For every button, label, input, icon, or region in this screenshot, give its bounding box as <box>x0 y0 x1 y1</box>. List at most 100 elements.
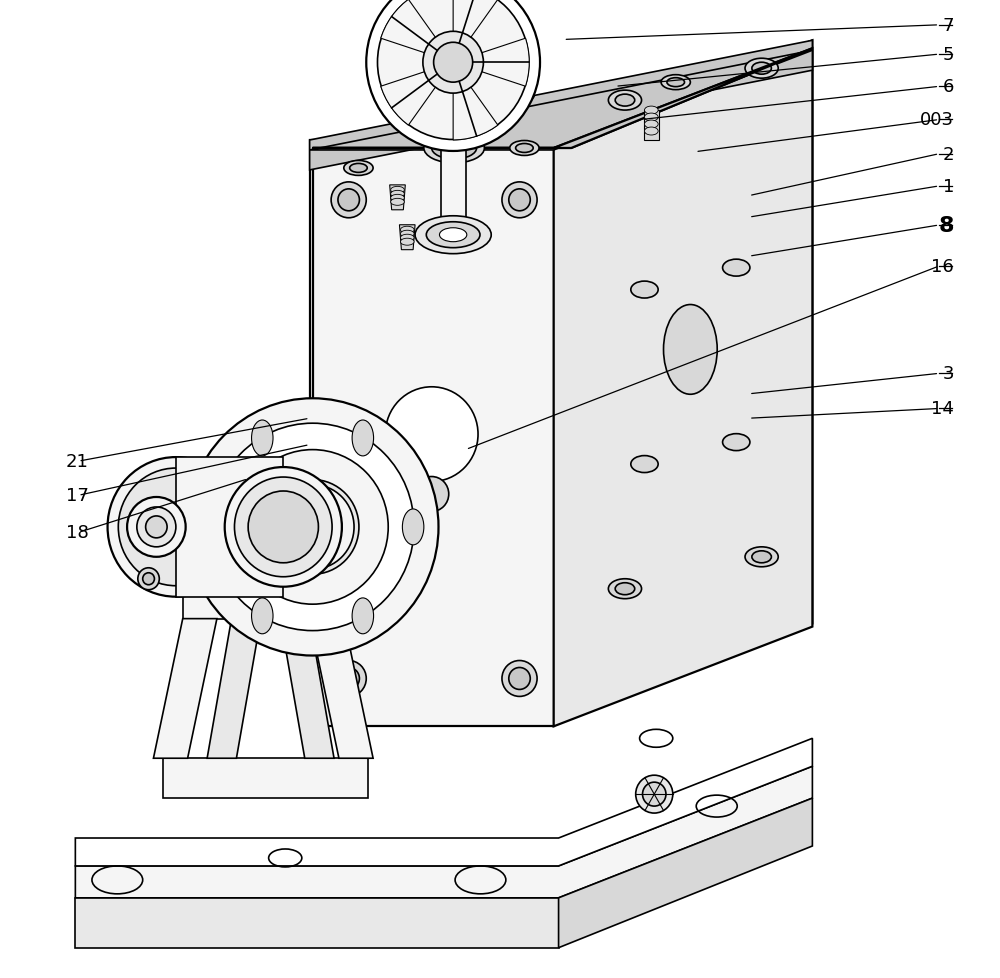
Ellipse shape <box>631 282 658 298</box>
Polygon shape <box>381 64 453 126</box>
Text: 5: 5 <box>942 46 954 64</box>
Polygon shape <box>441 149 466 231</box>
Ellipse shape <box>745 548 778 567</box>
Ellipse shape <box>118 468 233 586</box>
Text: 7: 7 <box>942 17 954 35</box>
Ellipse shape <box>424 134 484 163</box>
Ellipse shape <box>439 229 467 243</box>
Ellipse shape <box>391 196 404 202</box>
Ellipse shape <box>644 107 658 115</box>
Ellipse shape <box>352 421 374 457</box>
Polygon shape <box>75 767 812 898</box>
Ellipse shape <box>377 0 529 141</box>
Ellipse shape <box>237 450 388 604</box>
Polygon shape <box>559 798 812 948</box>
Text: 3: 3 <box>942 365 954 383</box>
Ellipse shape <box>615 583 635 595</box>
Ellipse shape <box>252 421 273 457</box>
Polygon shape <box>149 508 313 548</box>
Ellipse shape <box>385 387 478 482</box>
Ellipse shape <box>723 434 750 451</box>
Polygon shape <box>390 186 405 210</box>
Ellipse shape <box>644 121 658 129</box>
Ellipse shape <box>400 227 414 234</box>
Polygon shape <box>183 589 344 619</box>
Ellipse shape <box>295 510 330 545</box>
Ellipse shape <box>225 467 342 587</box>
Polygon shape <box>75 738 812 867</box>
Polygon shape <box>310 41 812 171</box>
Polygon shape <box>75 898 559 948</box>
Ellipse shape <box>391 191 404 199</box>
Text: 14: 14 <box>931 400 954 418</box>
Ellipse shape <box>745 59 778 79</box>
Polygon shape <box>283 508 342 548</box>
Ellipse shape <box>509 668 530 689</box>
Text: 1: 1 <box>943 178 954 196</box>
Ellipse shape <box>352 599 374 634</box>
Ellipse shape <box>283 498 342 557</box>
Ellipse shape <box>138 568 159 590</box>
Ellipse shape <box>752 64 771 75</box>
Ellipse shape <box>127 498 186 557</box>
Ellipse shape <box>146 516 167 538</box>
Ellipse shape <box>608 579 642 600</box>
Ellipse shape <box>608 91 642 111</box>
Polygon shape <box>381 0 453 64</box>
Ellipse shape <box>143 573 154 585</box>
Polygon shape <box>453 0 498 64</box>
Polygon shape <box>310 619 373 759</box>
Ellipse shape <box>615 95 635 107</box>
Text: 18: 18 <box>66 524 88 542</box>
Text: 2: 2 <box>942 146 954 163</box>
Ellipse shape <box>331 183 366 218</box>
Ellipse shape <box>661 75 690 91</box>
Ellipse shape <box>338 668 359 689</box>
Ellipse shape <box>664 305 717 395</box>
Ellipse shape <box>643 782 666 806</box>
Polygon shape <box>153 619 217 759</box>
Ellipse shape <box>723 260 750 277</box>
Polygon shape <box>313 49 812 149</box>
Polygon shape <box>453 64 498 141</box>
Polygon shape <box>399 226 415 250</box>
Ellipse shape <box>400 235 414 242</box>
Ellipse shape <box>502 183 537 218</box>
Ellipse shape <box>415 477 449 511</box>
Ellipse shape <box>434 43 473 83</box>
Text: 003: 003 <box>920 111 954 129</box>
Ellipse shape <box>248 492 318 563</box>
Ellipse shape <box>338 190 359 211</box>
Ellipse shape <box>350 164 367 173</box>
Ellipse shape <box>510 142 539 156</box>
Ellipse shape <box>644 114 658 122</box>
Polygon shape <box>310 51 812 151</box>
Ellipse shape <box>331 661 366 696</box>
Ellipse shape <box>391 200 404 206</box>
Ellipse shape <box>266 480 359 575</box>
Ellipse shape <box>400 231 414 238</box>
Polygon shape <box>310 41 812 141</box>
Polygon shape <box>163 759 368 798</box>
Ellipse shape <box>400 239 414 245</box>
Ellipse shape <box>271 485 354 570</box>
Ellipse shape <box>636 776 673 814</box>
Text: 6: 6 <box>943 78 954 96</box>
Ellipse shape <box>505 89 534 104</box>
Polygon shape <box>313 49 812 149</box>
Ellipse shape <box>402 510 424 546</box>
Ellipse shape <box>511 92 528 101</box>
Text: 16: 16 <box>931 257 954 276</box>
Ellipse shape <box>516 145 533 154</box>
Ellipse shape <box>366 0 540 152</box>
Ellipse shape <box>631 456 658 473</box>
Ellipse shape <box>108 458 244 598</box>
Ellipse shape <box>211 423 414 631</box>
Ellipse shape <box>137 508 176 548</box>
Ellipse shape <box>667 78 685 88</box>
Ellipse shape <box>426 223 480 248</box>
Ellipse shape <box>201 510 223 546</box>
Ellipse shape <box>252 599 273 634</box>
Polygon shape <box>554 41 812 724</box>
Polygon shape <box>176 458 283 598</box>
